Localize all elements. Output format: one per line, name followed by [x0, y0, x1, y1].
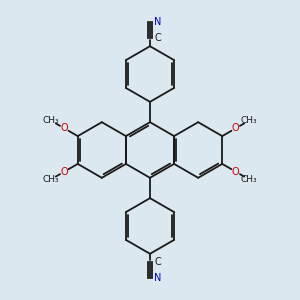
Text: O: O — [232, 123, 239, 133]
Text: C: C — [154, 33, 161, 43]
Text: O: O — [61, 167, 68, 177]
Text: CH₃: CH₃ — [43, 116, 59, 125]
Text: N: N — [154, 273, 161, 283]
Text: N: N — [154, 17, 161, 27]
Text: CH₃: CH₃ — [43, 175, 59, 184]
Text: C: C — [154, 257, 161, 267]
Text: CH₃: CH₃ — [241, 116, 257, 125]
Text: CH₃: CH₃ — [241, 175, 257, 184]
Text: O: O — [61, 123, 68, 133]
Text: O: O — [232, 167, 239, 177]
